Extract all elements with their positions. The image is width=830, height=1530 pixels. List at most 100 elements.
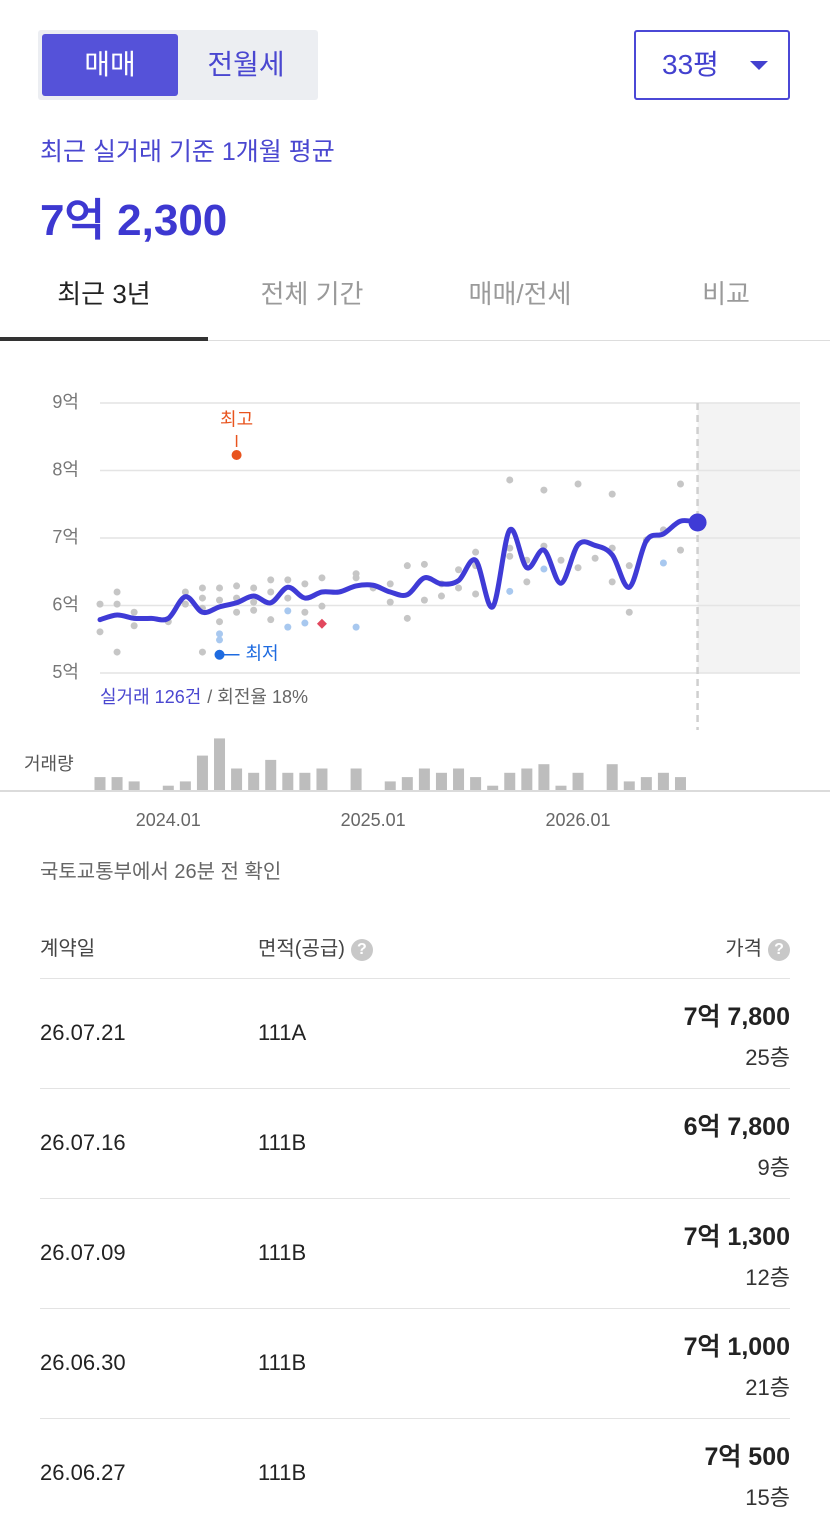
low-floor-dot — [352, 623, 360, 631]
price: 7억 500 — [704, 1443, 790, 1471]
trade-dot — [540, 486, 548, 494]
floor: 21층 — [745, 1375, 790, 1400]
trade-dot — [216, 596, 224, 604]
trade-dot — [96, 600, 104, 608]
trade-dot — [267, 576, 275, 584]
tab[interactable]: 최근 3년 — [57, 279, 151, 309]
summary-value: 7억 2,300 — [40, 196, 228, 245]
trade-dot — [216, 618, 224, 626]
area: 111B — [258, 1240, 307, 1265]
tab[interactable]: 매매/전세 — [468, 279, 572, 309]
trade-dot — [198, 594, 206, 602]
trade-dot — [506, 552, 514, 560]
trade-toggle: 매매 전월세 — [38, 30, 318, 100]
trade-dot — [574, 480, 582, 488]
volume-bar — [384, 781, 396, 790]
price: 6억 7,800 — [683, 1113, 790, 1141]
trade-dot — [455, 584, 463, 592]
help-icon[interactable]: ? — [350, 938, 373, 961]
size-select-label: 33평 — [662, 49, 719, 80]
column-header-text: 가격 — [725, 938, 762, 960]
trade-dot — [113, 600, 121, 608]
volume-bar — [470, 777, 482, 790]
trade-dot — [301, 608, 309, 616]
trade-dot — [284, 594, 292, 602]
trade-dot — [523, 578, 531, 586]
volume-bar — [248, 772, 260, 790]
annotation-label: 최고 — [220, 410, 253, 430]
trade-dot — [625, 608, 633, 616]
volume-bar — [521, 768, 533, 790]
trade-dot — [267, 616, 275, 624]
low-floor-dot — [301, 619, 309, 627]
tab-indicator — [0, 337, 208, 341]
toggle-option[interactable]: 매매 — [42, 34, 178, 96]
deal-count: 실거래 126건 — [100, 687, 201, 707]
volume-bar — [231, 768, 243, 790]
tab[interactable]: 전체 기간 — [260, 279, 364, 309]
trade-dot — [216, 584, 224, 592]
dropdown-arrow — [750, 61, 768, 70]
column-header: 면적(공급)? — [258, 932, 373, 961]
trade-dot — [181, 588, 189, 596]
toggle-option[interactable]: 전월세 — [207, 49, 285, 80]
low-floor-dot — [659, 559, 667, 567]
y-tick-label: 5억 — [52, 662, 79, 682]
area: 111B — [258, 1460, 307, 1485]
row-divider — [40, 1198, 790, 1199]
volume-bar — [623, 781, 635, 790]
floor: 25층 — [745, 1045, 790, 1070]
volume-bar — [196, 755, 208, 790]
volume-bar — [572, 772, 584, 790]
trade-dot — [181, 600, 189, 608]
volume-bar — [487, 785, 499, 790]
volume-bar — [401, 777, 413, 790]
x-tick-label: 2026.01 — [546, 810, 611, 830]
trade-dot — [420, 560, 428, 568]
trade-dot — [437, 592, 445, 600]
low-floor-dot — [506, 587, 514, 595]
volume-bar — [162, 785, 174, 790]
contract-date: 26.07.16 — [40, 1130, 126, 1155]
trade-dot — [250, 598, 258, 606]
trade-dot — [455, 566, 463, 574]
price: 7억 7,800 — [683, 1003, 790, 1031]
volume-label: 거래량 — [24, 754, 74, 774]
column-header-text: 면적(공급) — [258, 938, 345, 960]
row-divider — [40, 1308, 790, 1309]
trade-dot — [472, 548, 480, 556]
x-tick-label: 2024.01 — [136, 810, 201, 830]
tab[interactable]: 비교 — [702, 279, 750, 309]
trade-dot — [318, 574, 326, 582]
trade-dot — [506, 476, 514, 484]
low-floor-dot — [284, 607, 292, 615]
area: 111B — [258, 1350, 307, 1375]
column-header: 가격? — [725, 932, 790, 961]
trade-dot — [472, 590, 480, 598]
volume-bar — [640, 777, 652, 790]
trade-dot — [557, 556, 565, 564]
volume-bar — [538, 764, 550, 790]
price: 7억 1,000 — [683, 1333, 790, 1361]
volume-bar — [435, 772, 447, 790]
current-point — [688, 513, 707, 532]
volume-bar — [606, 764, 618, 790]
volume-bar — [282, 772, 294, 790]
trade-dot — [506, 544, 514, 552]
trade-dot — [318, 602, 326, 610]
trade-dot — [386, 580, 394, 588]
trade-dot — [574, 564, 582, 572]
row-divider — [40, 1418, 790, 1419]
size-select[interactable]: 33평 — [634, 30, 790, 100]
trade-dot — [113, 588, 121, 596]
trade-dot — [198, 648, 206, 656]
trade-dot — [386, 598, 394, 606]
floor: 15층 — [745, 1485, 790, 1510]
trade-dot — [591, 554, 599, 562]
header-divider — [40, 978, 790, 979]
contract-date: 26.06.30 — [40, 1350, 126, 1375]
help-icon[interactable]: ? — [768, 938, 790, 961]
low-floor-dot — [540, 565, 548, 573]
trade-dot — [113, 648, 121, 656]
